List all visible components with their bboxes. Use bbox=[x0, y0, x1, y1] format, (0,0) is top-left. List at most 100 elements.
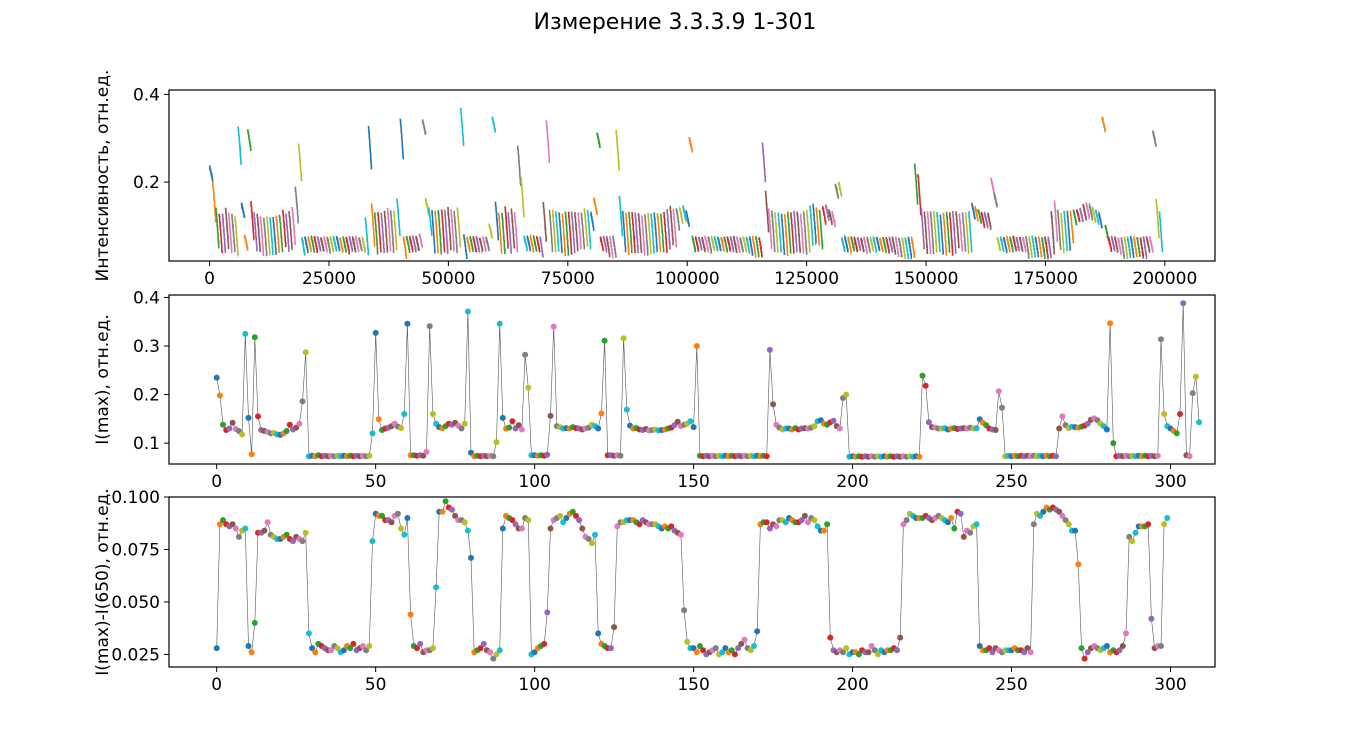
spectrum-trace bbox=[412, 235, 417, 253]
spectrum-trace bbox=[590, 211, 595, 231]
connecting-line bbox=[216, 500, 1168, 660]
data-point bbox=[525, 517, 532, 524]
spectrum-trace bbox=[748, 236, 754, 256]
spectrum-trace bbox=[246, 129, 252, 152]
data-point bbox=[738, 640, 745, 647]
data-point bbox=[452, 512, 459, 519]
y-tick-label: 0.2 bbox=[133, 173, 160, 193]
data-point bbox=[264, 519, 271, 526]
data-point bbox=[903, 517, 910, 524]
data-point bbox=[595, 630, 602, 637]
spectrum-trace bbox=[275, 215, 281, 254]
spectrum-trace bbox=[1139, 237, 1145, 259]
data-point bbox=[1119, 643, 1126, 649]
data-point bbox=[601, 337, 608, 344]
spectrum-trace bbox=[907, 236, 913, 260]
data-point bbox=[865, 649, 872, 656]
data-point bbox=[728, 647, 735, 654]
data-point bbox=[722, 645, 729, 652]
data-point bbox=[766, 346, 773, 353]
axes-frame bbox=[168, 89, 1216, 262]
spectrum-trace bbox=[898, 237, 903, 258]
y-axis-label: I(max), отн.ед. bbox=[93, 314, 113, 445]
spectrum-trace bbox=[377, 212, 382, 253]
data-point bbox=[1059, 512, 1066, 519]
spectrum-trace bbox=[1133, 236, 1138, 258]
spectrum-trace bbox=[208, 165, 214, 182]
spectrum-trace bbox=[885, 237, 890, 254]
data-point bbox=[347, 645, 354, 652]
spectrum-trace bbox=[637, 213, 643, 253]
data-point bbox=[871, 647, 878, 654]
data-point bbox=[782, 519, 789, 526]
spectrum-trace bbox=[1050, 211, 1056, 255]
spectrum-trace bbox=[542, 201, 547, 242]
spectrum-trace bbox=[656, 212, 662, 253]
data-point bbox=[840, 649, 846, 656]
data-point bbox=[1027, 649, 1034, 656]
x-tick-label: 50 bbox=[365, 472, 387, 492]
data-point bbox=[636, 521, 643, 528]
data-point bbox=[719, 649, 726, 656]
data-point bbox=[1196, 419, 1203, 426]
spectrum-trace bbox=[856, 237, 862, 251]
data-point bbox=[328, 647, 335, 654]
spectrum-trace bbox=[250, 200, 255, 241]
data-point bbox=[843, 391, 850, 398]
y-tick-label: 0.100 bbox=[111, 488, 160, 508]
spectrum-trace bbox=[300, 237, 306, 256]
data-point bbox=[588, 540, 595, 547]
data-point bbox=[283, 531, 290, 538]
spectrum-trace bbox=[713, 236, 719, 252]
spectrum-trace bbox=[326, 236, 331, 254]
data-point bbox=[1024, 645, 1031, 652]
data-point bbox=[1145, 521, 1152, 528]
data-point bbox=[464, 308, 471, 315]
spectrum-trace bbox=[863, 236, 868, 255]
spectrum-trace bbox=[691, 235, 697, 253]
data-point bbox=[1123, 630, 1129, 637]
spectrum-trace bbox=[1095, 209, 1100, 225]
x-tick-label: 0 bbox=[204, 269, 215, 289]
data-point bbox=[302, 349, 309, 356]
data-point bbox=[712, 645, 719, 652]
data-point bbox=[773, 523, 780, 530]
data-point bbox=[557, 512, 564, 519]
data-point bbox=[299, 398, 306, 405]
spectrum-trace bbox=[891, 236, 897, 255]
data-point bbox=[235, 533, 242, 540]
data-point bbox=[855, 651, 862, 658]
spectrum-trace bbox=[269, 217, 274, 256]
spectrum-trace bbox=[783, 213, 789, 257]
data-point bbox=[1186, 453, 1193, 460]
data-point bbox=[973, 521, 980, 528]
spectrum-trace bbox=[618, 195, 624, 237]
data-point bbox=[623, 406, 630, 413]
spectrum-trace bbox=[1123, 236, 1129, 260]
data-point bbox=[617, 452, 624, 459]
spectrum-trace bbox=[304, 236, 309, 254]
spectrum-trace bbox=[720, 237, 725, 252]
axes-imax: 0 50 100 150 200 250 300 0.1 0.2 0.3 0.4 I(max), от… bbox=[93, 288, 1216, 492]
spectrum-trace bbox=[913, 163, 919, 205]
data-point bbox=[458, 425, 465, 432]
spectrum-trace bbox=[491, 116, 497, 133]
spectrum-trace bbox=[485, 236, 490, 252]
data-point bbox=[754, 628, 761, 635]
spectrum-trace bbox=[227, 212, 233, 254]
spectrum-trace bbox=[933, 211, 938, 253]
data-point bbox=[925, 419, 932, 426]
spectrum-trace bbox=[354, 235, 360, 253]
data-point bbox=[1037, 512, 1044, 519]
data-point bbox=[261, 527, 268, 534]
data-point bbox=[245, 414, 252, 421]
spectrum-trace bbox=[809, 205, 814, 247]
data-point bbox=[366, 643, 373, 649]
spectrum-trace bbox=[1031, 235, 1037, 258]
spectrum-trace bbox=[647, 212, 652, 255]
y-axis-label: I(max)-I(650), отн.ед. bbox=[93, 488, 113, 675]
data-point bbox=[461, 420, 468, 427]
spectrum-trace bbox=[469, 235, 474, 253]
x-tick-label: 175000 bbox=[1013, 269, 1078, 289]
data-point bbox=[509, 517, 516, 524]
